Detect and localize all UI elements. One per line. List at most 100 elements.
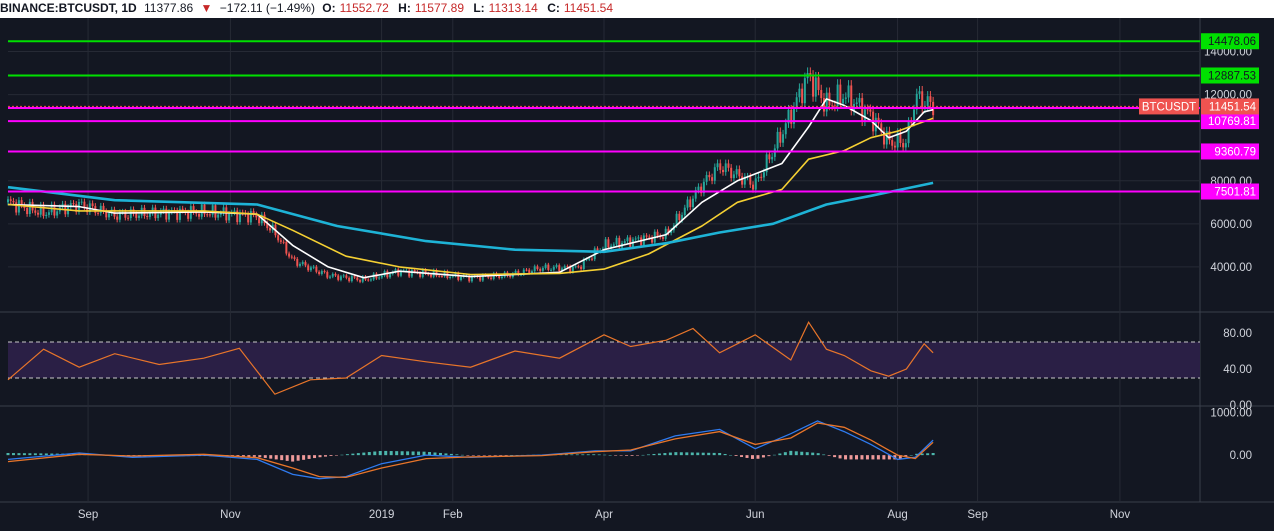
candle-body bbox=[37, 212, 40, 215]
high-value: 11577.89 bbox=[414, 1, 464, 15]
candle-body bbox=[825, 92, 828, 112]
candle-body bbox=[637, 237, 640, 239]
macd-tick-label: 0.00 bbox=[1230, 450, 1252, 462]
macd-histogram-bar bbox=[931, 453, 935, 456]
x-tick-label: Jun bbox=[746, 509, 765, 521]
candle-body bbox=[910, 121, 913, 123]
symbol-badge-label: BTCUSDT bbox=[1142, 101, 1196, 113]
macd-histogram-bar bbox=[269, 455, 273, 459]
candle-body bbox=[438, 275, 441, 277]
candle-body bbox=[550, 269, 553, 271]
candle-body bbox=[165, 208, 168, 220]
candle-body bbox=[369, 279, 372, 281]
macd-histogram-bar bbox=[811, 452, 815, 456]
candle-body bbox=[124, 211, 127, 218]
macd-histogram-bar bbox=[493, 455, 497, 456]
candle-body bbox=[902, 142, 905, 148]
x-tick-label: Feb bbox=[443, 509, 463, 521]
macd-histogram-bar bbox=[849, 455, 853, 460]
candle-body bbox=[500, 276, 503, 278]
candle-body bbox=[498, 275, 501, 278]
candle-body bbox=[457, 273, 460, 280]
candle-body bbox=[47, 212, 50, 215]
candle-body bbox=[541, 267, 544, 271]
candle-body bbox=[929, 96, 932, 102]
macd-histogram-bar bbox=[33, 453, 37, 456]
candle-body bbox=[522, 269, 525, 275]
candle-body bbox=[842, 98, 845, 104]
candle-body bbox=[795, 97, 798, 108]
macd-histogram-bar bbox=[833, 455, 837, 458]
price-value: 11377.86 bbox=[144, 1, 194, 15]
candle-body bbox=[312, 266, 315, 268]
candle-body bbox=[118, 211, 121, 220]
macd-histogram-bar bbox=[865, 455, 869, 460]
candle-body bbox=[664, 228, 667, 239]
candle-body bbox=[732, 174, 735, 179]
macd-histogram-bar bbox=[263, 455, 267, 458]
level-badge bbox=[1201, 113, 1259, 130]
candle-body bbox=[705, 175, 708, 182]
candle-body bbox=[413, 270, 416, 272]
y-tick-label: 4000.00 bbox=[1210, 262, 1252, 274]
y-tick-label: 14000.00 bbox=[1204, 47, 1252, 59]
macd-histogram-bar bbox=[696, 452, 700, 456]
macd-histogram-bar bbox=[750, 455, 754, 459]
macd-histogram-bar bbox=[636, 455, 640, 456]
candle-body bbox=[334, 273, 337, 276]
macd-histogram-bar bbox=[345, 454, 349, 456]
level-label: 10769.81 bbox=[1208, 116, 1256, 128]
candle-body bbox=[547, 264, 550, 270]
candle-body bbox=[883, 131, 886, 145]
candle-body bbox=[525, 269, 528, 271]
x-tick-label: Sep bbox=[78, 509, 98, 521]
candle-body bbox=[754, 178, 757, 190]
candle-body bbox=[435, 270, 438, 276]
macd-histogram-bar bbox=[318, 455, 322, 458]
symbol-label[interactable]: BINANCE:BTCUSDT, 1D bbox=[0, 1, 137, 15]
candle-body bbox=[449, 276, 452, 279]
macd-histogram-bar bbox=[723, 453, 727, 456]
macd-histogram-bar bbox=[887, 455, 891, 460]
candle-body bbox=[443, 271, 446, 277]
candle-body bbox=[724, 163, 727, 173]
candle-body bbox=[820, 90, 823, 99]
candle-body bbox=[121, 211, 124, 213]
macd-histogram-bar bbox=[718, 453, 722, 456]
candle-body bbox=[858, 98, 861, 103]
macd-histogram-bar bbox=[772, 454, 776, 456]
candle-body bbox=[727, 163, 730, 168]
x-tick-label: Nov bbox=[1110, 509, 1131, 521]
macd-histogram-bar bbox=[280, 455, 284, 461]
candle-body bbox=[752, 184, 755, 190]
candle-body bbox=[380, 275, 383, 278]
macd-histogram-bar bbox=[559, 454, 563, 456]
candle-body bbox=[560, 268, 563, 272]
macd-histogram-bar bbox=[274, 455, 278, 460]
macd-histogram-bar bbox=[805, 452, 809, 456]
candle-body bbox=[206, 214, 209, 216]
candle-body bbox=[591, 258, 594, 260]
candle-body bbox=[285, 241, 288, 254]
macd-histogram-bar bbox=[356, 453, 360, 456]
candle-body bbox=[487, 275, 490, 278]
candle-body bbox=[192, 206, 195, 212]
candle-body bbox=[803, 78, 806, 104]
candle-body bbox=[225, 207, 228, 221]
macd-histogram-bar bbox=[334, 455, 338, 456]
macd-histogram-bar bbox=[614, 455, 618, 456]
rsi-tick-label: 0.00 bbox=[1230, 400, 1252, 412]
level-badge bbox=[1201, 143, 1259, 160]
macd-histogram-bar bbox=[417, 451, 421, 456]
candle-body bbox=[730, 167, 733, 179]
candle-body bbox=[17, 200, 20, 213]
open-value: 11552.72 bbox=[339, 1, 389, 15]
candle-body bbox=[309, 267, 312, 271]
candle-body bbox=[574, 266, 577, 268]
candle-body bbox=[790, 109, 793, 124]
candle-body bbox=[157, 214, 160, 219]
macd-histogram-bar bbox=[291, 455, 295, 462]
candle-body bbox=[833, 105, 836, 107]
